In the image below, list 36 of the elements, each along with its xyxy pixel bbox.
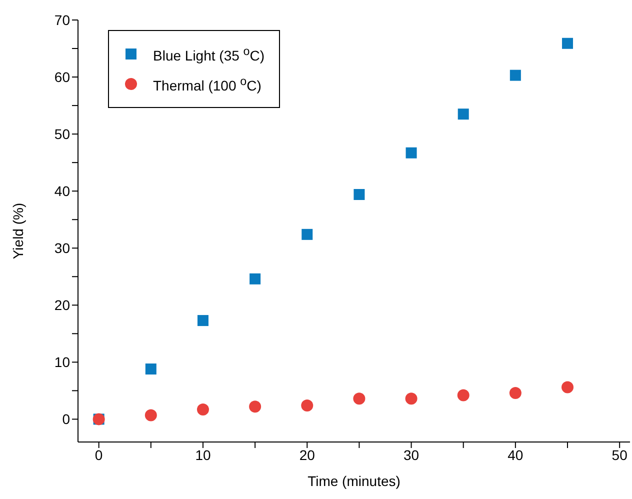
point bbox=[249, 400, 262, 413]
point bbox=[458, 108, 469, 120]
x-tick-label: 0 bbox=[94, 446, 103, 463]
x-tick-label: 10 bbox=[195, 446, 211, 463]
legend-label: Blue Light (35 $^{o}$C) bbox=[153, 44, 265, 64]
legend-label: Thermal (100 $^{o}$C) bbox=[153, 74, 262, 94]
point bbox=[250, 273, 261, 284]
y-tick-label: 0 bbox=[62, 411, 70, 428]
point bbox=[457, 389, 470, 402]
point bbox=[197, 315, 208, 326]
point bbox=[145, 364, 156, 375]
y-tick-label: 60 bbox=[54, 68, 70, 85]
point bbox=[509, 386, 522, 399]
point bbox=[406, 147, 417, 158]
x-tick-label: 30 bbox=[403, 446, 420, 463]
x-tick-label: 20 bbox=[299, 446, 316, 463]
point bbox=[302, 228, 313, 240]
point bbox=[562, 38, 574, 49]
x-tick-label: 50 bbox=[612, 446, 628, 463]
y-tick-label: 70 bbox=[54, 12, 70, 28]
x-tick-label: 40 bbox=[508, 446, 524, 463]
y-tick-label: 30 bbox=[54, 240, 70, 256]
point bbox=[510, 70, 521, 81]
y-tick-label: 50 bbox=[54, 126, 70, 142]
point bbox=[354, 189, 365, 200]
point bbox=[301, 400, 314, 412]
point bbox=[562, 381, 574, 394]
y-tick-label: 20 bbox=[54, 297, 70, 314]
point bbox=[144, 409, 157, 422]
y-axis-title: Yield (%) bbox=[10, 202, 26, 260]
point bbox=[353, 392, 366, 405]
point bbox=[196, 403, 209, 416]
y-tick-label: 40 bbox=[54, 183, 70, 200]
y-tick-label: 10 bbox=[54, 354, 70, 370]
x-axis-title: Time (minutes) bbox=[308, 473, 400, 489]
point bbox=[405, 392, 418, 405]
